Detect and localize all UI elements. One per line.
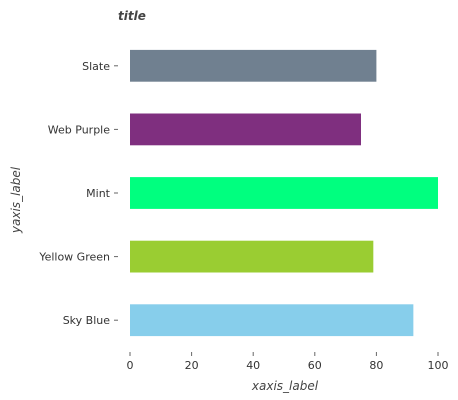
x-tick-label: 40 — [246, 359, 260, 372]
x-tick-label: 20 — [185, 359, 199, 372]
x-tick-label: 0 — [127, 359, 134, 372]
category-label: Sky Blue — [63, 314, 111, 327]
bar-mint — [130, 177, 438, 209]
category-labels: Sky Blue Yellow Green Mint Web Purple Slate — [38, 60, 118, 327]
bar-slate — [130, 49, 377, 82]
bar-web-purple — [130, 113, 361, 146]
x-ticks: 0 20 40 60 80 100 — [127, 352, 449, 372]
bars-group — [130, 49, 438, 337]
category-label: Web Purple — [48, 123, 110, 136]
category-label: Yellow Green — [38, 251, 110, 264]
bar-yellow-green — [130, 240, 374, 273]
bar-sky-blue — [130, 304, 414, 337]
x-tick-label: 100 — [428, 359, 449, 372]
x-tick-label: 60 — [308, 359, 322, 372]
category-label: Slate — [82, 60, 110, 73]
x-axis-label: xaxis_label — [251, 379, 319, 393]
y-axis-label: yaxis_label — [9, 166, 23, 234]
category-label: Mint — [86, 187, 111, 200]
x-tick-label: 80 — [369, 359, 383, 372]
chart-title: title — [118, 9, 146, 23]
